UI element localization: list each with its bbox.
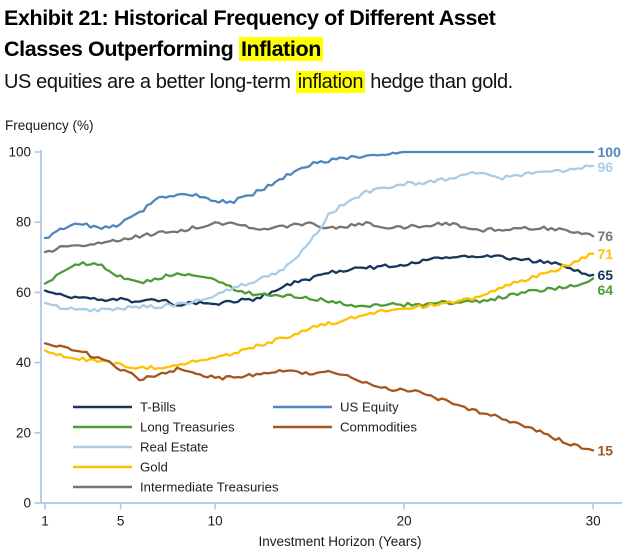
legend-label-t-bills: T-Bills bbox=[140, 400, 176, 415]
page-title: Exhibit 21: Historical Frequency of Diff… bbox=[0, 0, 630, 65]
series-line-us-equity bbox=[43, 150, 595, 240]
y-tick-label: 0 bbox=[23, 496, 31, 511]
series-line-gold bbox=[43, 252, 595, 371]
end-label-commodities: 15 bbox=[598, 442, 614, 458]
legend-label-intermediate-treasuries: Intermediate Treasuries bbox=[140, 480, 279, 495]
x-tick-label: 10 bbox=[208, 514, 223, 529]
series-line-real-estate bbox=[43, 164, 595, 313]
legend-label-commodities: Commodities bbox=[340, 420, 417, 435]
subtitle-highlight: inflation bbox=[295, 71, 366, 93]
title-highlight: Inflation bbox=[238, 37, 323, 61]
y-tick-label: 60 bbox=[16, 285, 31, 300]
series-line-intermediate-treasuries bbox=[43, 220, 595, 254]
x-tick-label: 5 bbox=[117, 514, 125, 529]
legend-label-real-estate: Real Estate bbox=[140, 440, 208, 455]
end-label-long-treasuries: 64 bbox=[598, 282, 614, 298]
page-subtitle: US equities are a better long-term infla… bbox=[0, 65, 630, 96]
y-tick-label: 100 bbox=[8, 145, 31, 160]
legend-label-us-equity: US Equity bbox=[340, 400, 399, 415]
y-axis-title: Frequency (%) bbox=[5, 118, 94, 133]
end-label-t-bills: 65 bbox=[598, 267, 614, 283]
end-label-us-equity: 100 bbox=[598, 144, 622, 160]
y-tick-label: 40 bbox=[16, 355, 31, 370]
subtitle-prefix: US equities are a better long-term bbox=[4, 71, 296, 93]
y-tick-label: 80 bbox=[16, 215, 31, 230]
legend-label-long-treasuries: Long Treasuries bbox=[140, 420, 235, 435]
end-label-real-estate: 96 bbox=[598, 159, 614, 175]
title-line1: Exhibit 21: Historical Frequency of Diff… bbox=[4, 6, 496, 30]
end-label-intermediate-treasuries: 76 bbox=[598, 228, 614, 244]
x-axis-title: Investment Horizon (Years) bbox=[258, 534, 421, 549]
legend-label-gold: Gold bbox=[140, 460, 168, 475]
subtitle-suffix: hedge than gold. bbox=[365, 71, 513, 93]
title-line2-prefix: Classes Outperforming bbox=[4, 37, 239, 61]
x-tick-label: 30 bbox=[586, 514, 601, 529]
x-tick-label: 20 bbox=[397, 514, 412, 529]
chart-header: Exhibit 21: Historical Frequency of Diff… bbox=[0, 0, 630, 96]
series-line-commodities bbox=[43, 342, 595, 452]
x-tick-label: 1 bbox=[41, 514, 49, 529]
series-line-long-treasuries bbox=[43, 261, 595, 308]
end-label-gold: 71 bbox=[598, 246, 614, 262]
y-tick-label: 20 bbox=[16, 425, 31, 440]
series-line-t-bills bbox=[43, 254, 595, 307]
